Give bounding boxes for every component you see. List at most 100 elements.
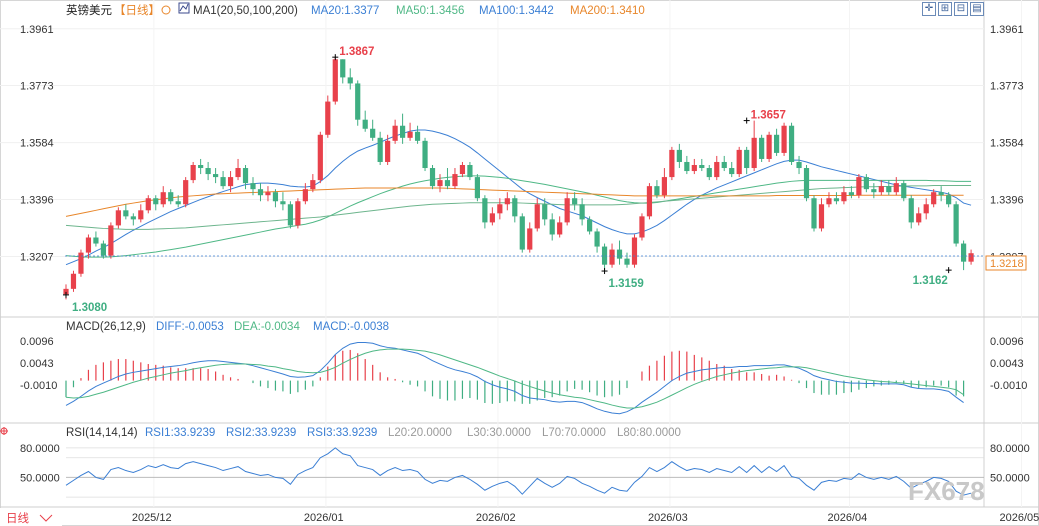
current-price-label: 1.3218 — [990, 258, 1024, 270]
macd-header: MACD(26,12,9) DIFF:-0.0053 DEA:-0.0034 M… — [66, 321, 389, 333]
candle-body — [295, 201, 301, 226]
macd-value-legend: MACD:-0.0038 — [313, 321, 389, 333]
candle-body — [654, 186, 660, 196]
candle-body — [676, 149, 682, 162]
candle-body — [414, 131, 421, 141]
candle-body — [302, 189, 308, 202]
candle-body — [183, 180, 189, 205]
candle-body — [138, 210, 144, 220]
candle-body — [856, 177, 862, 196]
candle-body — [474, 177, 480, 199]
candle-body — [168, 192, 174, 202]
macd-tick-right: 0.0096 — [990, 336, 1024, 348]
candle-body — [908, 198, 914, 223]
candle-body — [175, 201, 181, 205]
candle-body — [699, 165, 705, 169]
macd-panel — [65, 341, 965, 415]
candle-body — [452, 174, 458, 187]
candle-body — [512, 198, 518, 217]
candlesticks — [63, 57, 974, 300]
rsi-l70-legend: L70:70.0000 — [542, 427, 606, 439]
price-header: 英镑美元 【日线】 MA1(20,50,100,200) MA20:1.3377… — [66, 2, 645, 17]
candle-body — [287, 204, 293, 226]
indicator-icon[interactable] — [178, 2, 190, 14]
candle-body — [646, 186, 653, 217]
candle-body — [871, 189, 877, 193]
annotation-label: 1.3162 — [913, 275, 948, 287]
candle-body — [736, 149, 742, 175]
macd-tick-left: 0.0096 — [20, 336, 54, 348]
candle-body — [265, 192, 271, 196]
reset-icon[interactable]: ▤ — [970, 2, 984, 16]
candle-body — [459, 165, 466, 175]
ma200-legend: MA200:1.3410 — [570, 5, 645, 17]
candle-body — [661, 177, 667, 196]
candle-body — [916, 213, 922, 223]
price-annotations: 1.3867 1.3080 1.3159 1.3657 1.3162 — [63, 46, 952, 314]
candle-body — [534, 204, 540, 229]
price-tick-right: 1.3773 — [990, 81, 1024, 93]
macd-tick-left: 0.0043 — [20, 358, 54, 370]
bottom-period-selector[interactable]: 日线 — [0, 508, 62, 526]
candle-body — [407, 131, 413, 138]
target-icon[interactable] — [0, 427, 8, 435]
candle-body — [355, 83, 361, 120]
rsi-tick-left: 80.0000 — [20, 443, 60, 455]
rsi-l20-legend: L20:20.0000 — [388, 427, 452, 439]
candle-body — [78, 252, 84, 274]
rsi2-legend: RSI2:33.9239 — [226, 427, 296, 439]
candle-body — [759, 137, 765, 159]
chevron-down-icon — [39, 514, 53, 522]
candle-body — [429, 168, 436, 187]
candle-body — [392, 125, 398, 141]
candle-body — [242, 168, 249, 184]
candle-body — [542, 204, 548, 220]
price-tick-left: 1.3773 — [20, 81, 54, 93]
candle-body — [631, 237, 638, 265]
candle-body — [901, 183, 907, 199]
annotation-label: 1.3159 — [609, 278, 644, 290]
ma20-line — [65, 129, 972, 266]
candle-body — [788, 125, 795, 162]
candle-body — [504, 198, 510, 205]
price-tick-right: 1.3396 — [990, 194, 1024, 206]
price-tick-left: 1.3396 — [20, 194, 54, 206]
candle-body — [153, 198, 159, 205]
candle-body — [721, 161, 727, 169]
zoom-out-icon[interactable]: ⊟ — [954, 2, 968, 16]
candle-body — [108, 225, 114, 256]
candle-body — [93, 237, 99, 244]
candle-body — [377, 137, 383, 162]
ma20-legend: MA20:1.3377 — [311, 5, 379, 17]
x-axis-label: 2026/04 — [827, 512, 867, 524]
candle-body — [818, 204, 825, 229]
crosshair-icon[interactable]: ✛ — [922, 2, 936, 16]
candle-body — [467, 165, 473, 178]
candle-body — [400, 125, 406, 138]
candle-body — [848, 192, 854, 196]
candle-body — [437, 180, 443, 187]
macd-diff-line — [65, 341, 964, 415]
candle-body — [706, 168, 712, 178]
candle-body — [482, 198, 488, 223]
ma50-line — [65, 175, 972, 258]
settings-icon[interactable] — [161, 5, 171, 15]
rsi-panel — [65, 447, 984, 498]
candle-body — [826, 198, 832, 205]
candle-body — [205, 168, 211, 175]
candle-body — [317, 134, 323, 181]
candle-body — [714, 161, 720, 178]
rsi-tick-left: 50.0000 — [20, 472, 60, 484]
candle-body — [198, 165, 204, 169]
ma100-legend: MA100:1.3442 — [479, 5, 554, 17]
zoom-in-icon[interactable]: ⊞ — [938, 2, 952, 16]
price-tick-left: 1.3207 — [20, 252, 54, 264]
rsi-l80-legend: L80:80.0000 — [617, 427, 681, 439]
candle-body — [811, 198, 817, 229]
candle-body — [227, 177, 234, 187]
candle-body — [729, 168, 735, 175]
candle-body — [774, 134, 780, 153]
candle-body — [579, 204, 585, 220]
